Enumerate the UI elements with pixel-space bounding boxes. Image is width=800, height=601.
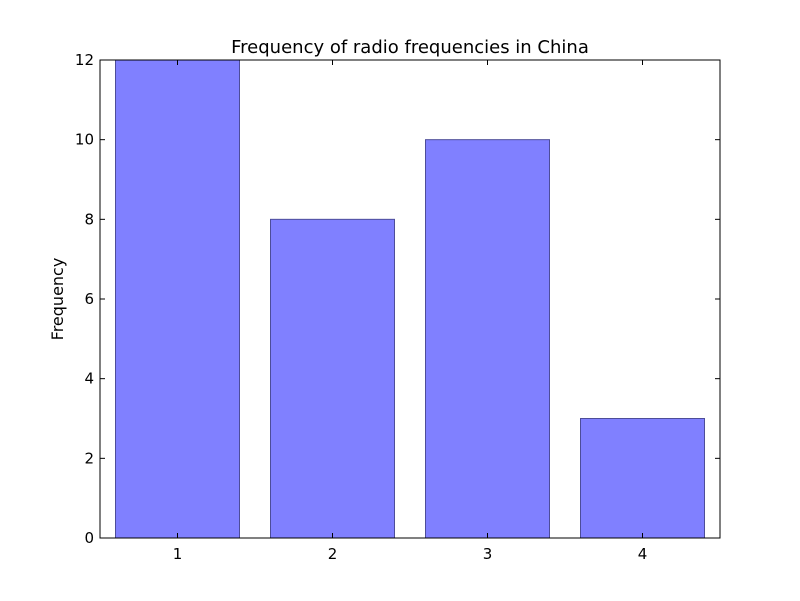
plot-frame — [99, 59, 721, 539]
bars-layer — [115, 59, 705, 539]
bar-3 — [425, 139, 550, 539]
x-tick-label: 2 — [328, 545, 338, 563]
y-tick-label: 10 — [75, 131, 94, 149]
y-tick-label: 8 — [84, 210, 94, 228]
y-tick-label: 6 — [84, 290, 94, 308]
y-tick-label: 0 — [84, 529, 94, 547]
bar-1 — [115, 59, 240, 539]
y-tick-label: 2 — [84, 449, 94, 467]
bar-2 — [270, 218, 395, 539]
y-tick-label: 12 — [75, 51, 94, 69]
bar-4 — [580, 418, 705, 539]
chart-title: Frequency of radio frequencies in China — [231, 37, 589, 58]
y-tick-label: 4 — [84, 370, 94, 388]
y-axis-label: Frequency — [48, 258, 67, 341]
x-tick-label: 3 — [483, 545, 493, 563]
x-tick-label: 4 — [638, 545, 648, 563]
x-tick-label: 1 — [173, 545, 183, 563]
